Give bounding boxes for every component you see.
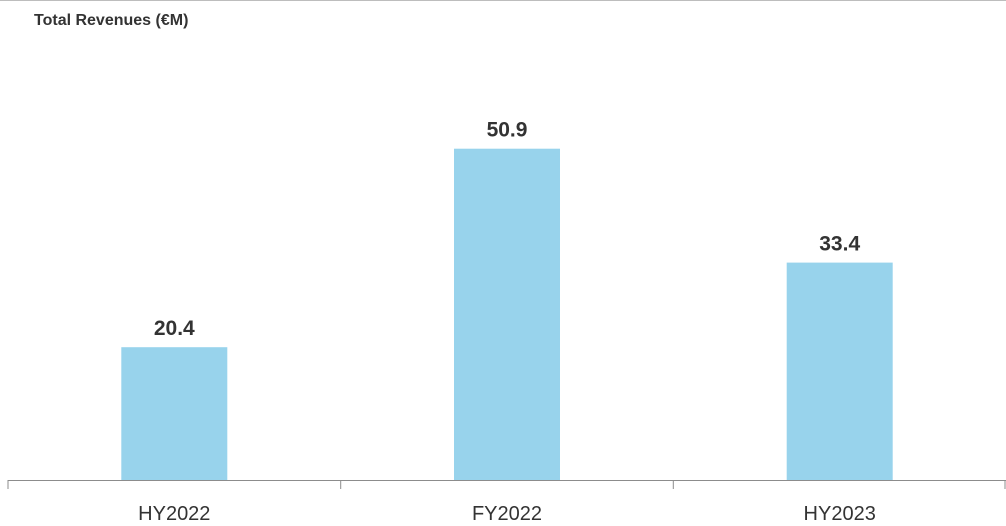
bar-hy2022	[121, 347, 228, 480]
x-tick-labels-group: HY2022 FY2022 HY2023	[138, 503, 876, 525]
data-label-hy2022: 20.4	[154, 317, 195, 340]
x-axis	[7, 480, 1006, 489]
chart-title: Total Revenues (€M)	[34, 12, 189, 29]
x-tick-label-fy2022: FY2022	[472, 503, 542, 525]
value-labels-group: 20.4 50.9 33.4	[154, 119, 861, 341]
bars-group	[121, 148, 893, 480]
x-tick-label-hy2023: HY2023	[804, 503, 876, 525]
x-tick-label-hy2022: HY2022	[138, 503, 210, 525]
top-divider	[0, 0, 1006, 1]
bar-hy2023	[786, 262, 893, 480]
data-label-hy2023: 33.4	[819, 233, 860, 256]
bar-fy2022	[454, 148, 560, 480]
data-label-fy2022: 50.9	[487, 119, 528, 142]
